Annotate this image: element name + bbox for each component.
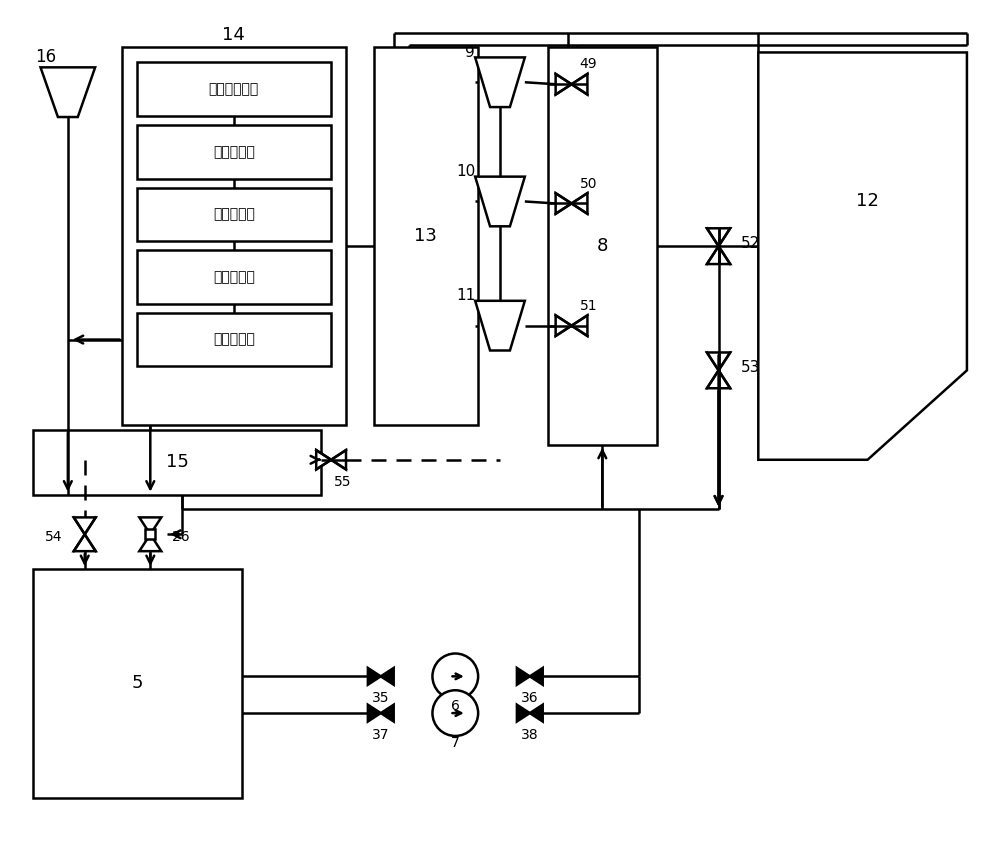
Text: 35: 35 <box>372 691 390 706</box>
Text: 石灰石加料斗: 石灰石加料斗 <box>209 82 259 96</box>
Text: 53: 53 <box>740 360 760 375</box>
Bar <box>548 48 657 445</box>
Text: 7: 7 <box>451 736 460 750</box>
Polygon shape <box>475 301 525 350</box>
Polygon shape <box>139 518 161 535</box>
Polygon shape <box>572 74 587 94</box>
Text: 16: 16 <box>35 48 57 66</box>
Polygon shape <box>381 705 394 722</box>
Polygon shape <box>139 535 161 551</box>
Circle shape <box>432 654 478 700</box>
Text: 50: 50 <box>579 177 597 190</box>
Bar <box>137 188 331 241</box>
Text: 10: 10 <box>456 164 475 179</box>
Polygon shape <box>74 518 96 535</box>
Text: 斗式提升机: 斗式提升机 <box>213 207 255 221</box>
Text: 13: 13 <box>414 227 437 246</box>
Polygon shape <box>572 193 587 214</box>
Text: 55: 55 <box>334 474 352 489</box>
Polygon shape <box>556 193 572 214</box>
Bar <box>137 62 331 116</box>
Polygon shape <box>381 668 394 685</box>
Polygon shape <box>316 450 331 469</box>
Polygon shape <box>572 315 587 336</box>
Bar <box>137 313 331 366</box>
Polygon shape <box>707 353 730 371</box>
Text: 12: 12 <box>856 192 879 211</box>
Polygon shape <box>517 668 530 685</box>
Text: 8: 8 <box>597 237 608 255</box>
Text: 38: 38 <box>521 728 539 742</box>
Text: 9: 9 <box>465 45 475 60</box>
Text: 石灰石储仓: 石灰石储仓 <box>213 270 255 284</box>
Text: 26: 26 <box>172 530 190 544</box>
Polygon shape <box>368 705 381 722</box>
Polygon shape <box>530 668 543 685</box>
Text: 5: 5 <box>132 674 143 692</box>
Text: 51: 51 <box>579 299 597 313</box>
Text: 15: 15 <box>166 453 189 471</box>
Polygon shape <box>475 58 525 107</box>
Text: 称重给料机: 称重给料机 <box>213 332 255 347</box>
Polygon shape <box>41 67 95 117</box>
Bar <box>33 569 242 797</box>
Polygon shape <box>74 535 96 551</box>
Polygon shape <box>556 74 572 94</box>
Bar <box>374 48 478 425</box>
Bar <box>33 430 321 495</box>
Text: 14: 14 <box>222 26 245 43</box>
Text: 11: 11 <box>456 288 475 303</box>
Text: 52: 52 <box>740 235 760 251</box>
Polygon shape <box>758 53 967 460</box>
Bar <box>137 250 331 303</box>
Polygon shape <box>707 229 730 246</box>
Polygon shape <box>331 450 346 469</box>
Bar <box>137 125 331 178</box>
Polygon shape <box>517 705 530 722</box>
Text: 振动给料机: 振动给料机 <box>213 144 255 159</box>
Polygon shape <box>530 705 543 722</box>
Text: 6: 6 <box>451 700 460 713</box>
Polygon shape <box>707 371 730 388</box>
Polygon shape <box>475 177 525 226</box>
Circle shape <box>432 690 478 736</box>
Text: 37: 37 <box>372 728 390 742</box>
Polygon shape <box>707 246 730 264</box>
Text: 36: 36 <box>521 691 539 706</box>
Polygon shape <box>368 668 381 685</box>
Text: 49: 49 <box>579 57 597 71</box>
Polygon shape <box>556 315 572 336</box>
Bar <box>145 530 155 539</box>
Bar <box>122 48 346 425</box>
Text: 54: 54 <box>45 530 63 544</box>
